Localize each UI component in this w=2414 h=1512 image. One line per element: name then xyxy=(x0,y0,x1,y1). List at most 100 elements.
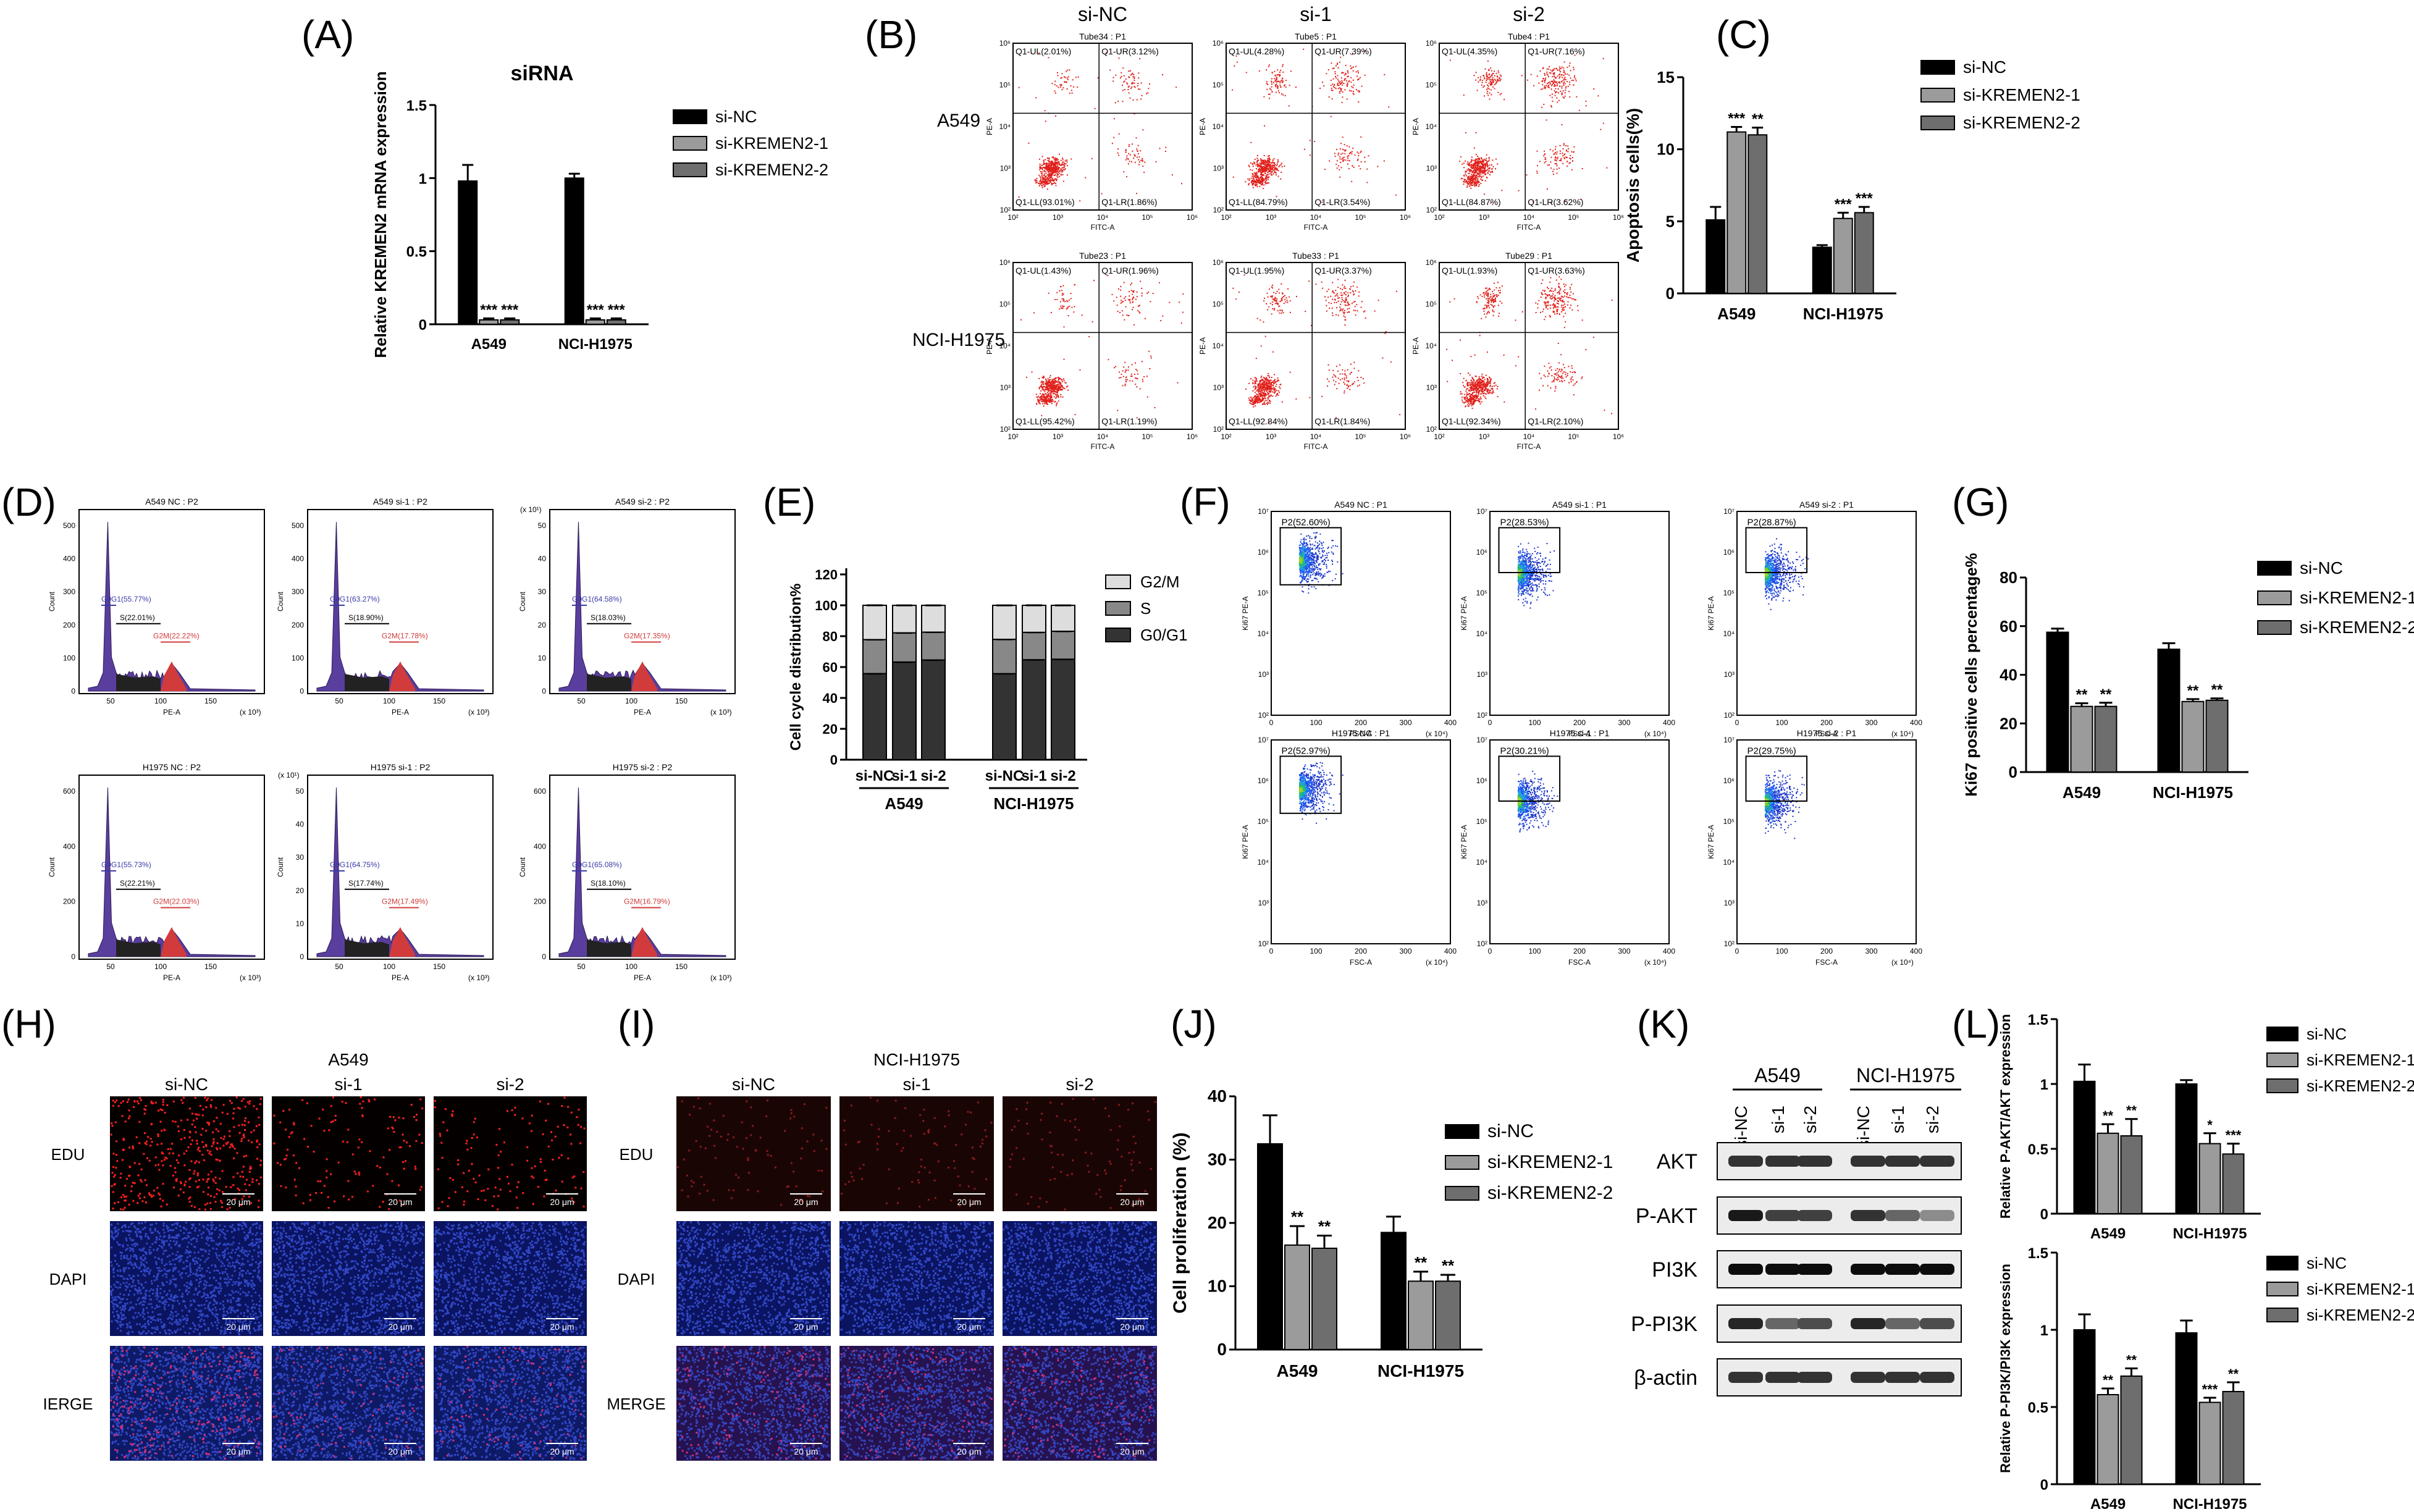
significance-mark: ** xyxy=(1752,111,1764,128)
flow-plot: Tube34 : P1 Q1-UL(2.01%) Q1-UR(3.12%) Q1-LL… xyxy=(985,32,1198,232)
x-axis-label: PE-A xyxy=(634,973,651,982)
legend-swatch xyxy=(1105,601,1131,616)
y-tick-label: 10⁶ xyxy=(1723,548,1735,556)
lane-label: si-1 xyxy=(1768,1106,1788,1133)
y-tick-label: 200 xyxy=(63,897,75,906)
quadrant-ul-label: Q1-UL(1.95%) xyxy=(1229,266,1284,275)
legend-label: G2/M xyxy=(1140,573,1180,591)
significance-mark: *** xyxy=(587,302,605,319)
column-label: si-NC xyxy=(1078,3,1127,25)
scale-bar-label: 20 μm xyxy=(226,1322,250,1332)
x-axis-label: FITC-A xyxy=(1517,223,1541,232)
x-category-label: A549 xyxy=(1717,304,1756,323)
gate-g2m-label: G2M(16.79%) xyxy=(624,897,670,906)
dapi-nuclei xyxy=(676,1221,830,1335)
x-tick-label: 50 xyxy=(335,697,343,705)
panel-label-e: (E) xyxy=(763,480,815,524)
y-tick-label: 1.5 xyxy=(406,98,427,114)
legend-label: si-KREMEN2-2 xyxy=(2300,618,2414,637)
y-tick-label: 10⁴ xyxy=(999,342,1011,350)
x-tick-label: 300 xyxy=(1399,718,1411,727)
dapi-nuclei xyxy=(1003,1221,1156,1335)
x-axis-label: FITC-A xyxy=(1304,223,1328,232)
legend-swatch xyxy=(1920,88,1955,103)
y-tick-label: 10⁶ xyxy=(1723,776,1735,785)
y-tick-label: 120 xyxy=(815,567,838,582)
group-label: NCI-H1975 xyxy=(1856,1064,1955,1086)
column-label: si-2 xyxy=(1066,1075,1093,1094)
x-tick-label: 10³ xyxy=(1479,213,1489,222)
y-tick-label: 10⁷ xyxy=(1723,736,1735,744)
y-tick-label: 30 xyxy=(296,853,305,862)
y-tick-label: 10⁷ xyxy=(1258,507,1269,516)
x-tick-label: 0 xyxy=(1735,718,1739,727)
dapi-nuclei xyxy=(434,1221,586,1335)
quadrant-ur-label: Q1-UR(3.12%) xyxy=(1101,46,1159,56)
y-tick-label: 20 xyxy=(538,621,547,629)
y-axis-label: Ki67 PE-A xyxy=(1241,596,1250,630)
protein-band xyxy=(1885,1156,1920,1167)
significance-mark: ** xyxy=(2228,1366,2239,1382)
y-axis-label: Ki67 positive cells percentage% xyxy=(1962,553,1980,797)
plot-title: H1975 si-2 : P1 xyxy=(1797,728,1857,738)
legend-swatch xyxy=(2266,1027,2298,1041)
micrograph-image: 20 μm xyxy=(272,1096,425,1211)
scale-bar-label: 20 μm xyxy=(1120,1322,1144,1332)
bar xyxy=(1381,1232,1407,1350)
x-tick-label: 0 xyxy=(1488,718,1492,727)
x-tick-label: 150 xyxy=(204,962,217,971)
legend-swatch xyxy=(673,136,707,151)
y-tick-label: 10 xyxy=(1657,140,1675,159)
gate-g0g1-label: G0G1(55.73%) xyxy=(101,860,151,869)
x-tick-label: 150 xyxy=(675,697,688,705)
x-tick-label: 150 xyxy=(433,697,445,705)
significance-mark: ** xyxy=(1291,1208,1304,1226)
flow-plot: Tube23 : P1 Q1-UL(1.43%) Q1-UR(1.96%) Q1-LL… xyxy=(985,251,1198,451)
plot-title: H1975 si-1 : P2 xyxy=(371,762,431,772)
density-dots xyxy=(1517,542,1555,609)
micrograph-image: 20 μm xyxy=(676,1096,831,1211)
protein-band xyxy=(1851,1318,1885,1329)
significance-mark: ** xyxy=(1442,1256,1455,1275)
x-tick-label: 0 xyxy=(1269,718,1274,727)
x-tick-label: 300 xyxy=(1865,947,1877,956)
stacked-bar-segment xyxy=(892,605,917,634)
density-dots xyxy=(1764,538,1809,610)
y-tick-label: 10⁵ xyxy=(1258,589,1269,597)
scale-bar-label: 20 μm xyxy=(957,1447,981,1456)
x-axis-label: PE-A xyxy=(634,708,651,716)
x-category-label: si-NC xyxy=(856,768,894,784)
dapi-nuclei xyxy=(676,1346,830,1460)
event-dots xyxy=(1018,49,1182,202)
scale-bar-label: 20 μm xyxy=(1120,1197,1144,1207)
protein-band xyxy=(1885,1372,1920,1383)
bar xyxy=(2094,705,2118,773)
y-tick-label: 10⁴ xyxy=(999,122,1011,131)
y-tick-label: 10⁵ xyxy=(1426,300,1437,309)
x-tick-label: 100 xyxy=(625,962,637,971)
y-tick-label: 10 xyxy=(538,653,547,662)
histogram-plot: H1975 si-1 : P2 G0G1(64.75%) S(17.74%) G2M(… xyxy=(276,762,494,982)
y-tick-label: 10³ xyxy=(1724,899,1735,907)
x-scale-label: (x 10⁴) xyxy=(1644,958,1667,967)
y-tick-label: 0 xyxy=(2040,1477,2048,1493)
flow-plot: Tube5 : P1 Q1-UL(4.28%) Q1-UR(7.39%) Q1-LL(… xyxy=(1198,32,1411,232)
y-tick-label: 0 xyxy=(300,952,304,961)
histogram-s-phase xyxy=(116,674,161,691)
protein-band xyxy=(1851,1264,1885,1275)
y-tick-label: 0 xyxy=(300,687,304,695)
panel-label-k: (K) xyxy=(1637,1002,1689,1046)
x-tick-label: 10⁶ xyxy=(1187,432,1198,441)
bar xyxy=(2120,1376,2143,1485)
quadrant-ul-label: Q1-UL(4.35%) xyxy=(1442,46,1497,56)
x-tick-label: 200 xyxy=(1820,947,1833,956)
y-tick-label: 10³ xyxy=(1426,384,1437,392)
column-label: si-2 xyxy=(1513,3,1545,25)
bar xyxy=(2046,631,2069,773)
column-label: si-1 xyxy=(1300,3,1332,25)
stacked-bar-segment xyxy=(921,605,946,633)
gate-g0g1-label: G0G1(55.77%) xyxy=(101,595,151,603)
panel-label-l: (L) xyxy=(1952,1002,2000,1046)
